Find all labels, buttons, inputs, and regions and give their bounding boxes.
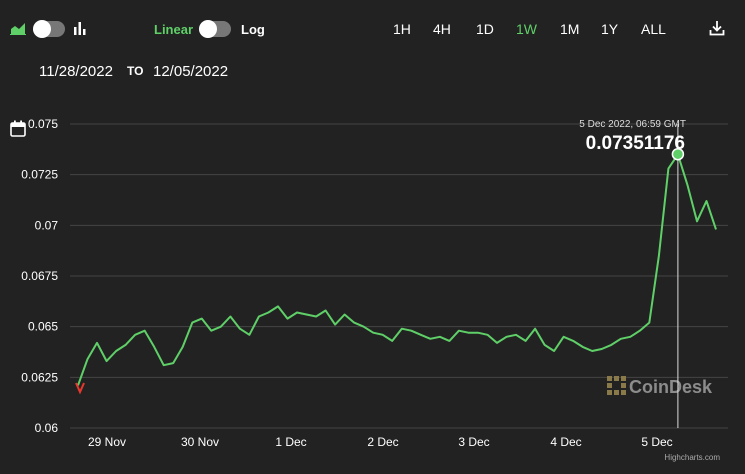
x-tick-label: 4 Dec <box>550 435 581 449</box>
tooltip-timestamp: 5 Dec 2022, 06:59 GMT <box>579 119 686 130</box>
download-icon[interactable] <box>709 20 725 36</box>
range-1h-button[interactable]: 1H <box>393 21 411 37</box>
x-tick-label: 29 Nov <box>88 435 126 449</box>
y-tick-label: 0.0725 <box>21 168 58 182</box>
y-axis: 0.075 0.0725 0.07 0.0675 0.065 0.0625 0.06 <box>21 117 58 435</box>
x-tick-label: 1 Dec <box>275 435 306 449</box>
range-all-button[interactable]: ALL <box>641 21 666 37</box>
scale-linear-label[interactable]: Linear <box>154 22 194 37</box>
coindesk-logo-icon <box>607 376 626 395</box>
credit-text: Highcharts.com <box>664 453 720 462</box>
range-1m-button[interactable]: 1M <box>560 21 580 37</box>
price-points <box>78 154 716 385</box>
range-4h-button[interactable]: 4H <box>433 21 451 37</box>
y-tick-label: 0.0625 <box>21 370 58 384</box>
coindesk-watermark: CoinDesk <box>607 376 713 397</box>
date-range-row <box>0 58 745 137</box>
x-axis: 29 Nov 30 Nov 1 Dec 2 Dec 3 Dec 4 Dec 5 Dec <box>88 435 673 449</box>
x-tick-label: 3 Dec <box>458 435 489 449</box>
range-1w-button[interactable]: 1W <box>516 21 537 37</box>
tooltip-value: 0.07351176 <box>586 133 685 154</box>
y-tick-label: 0.06 <box>35 421 59 435</box>
highlight-marker <box>671 147 685 161</box>
y-tick-label: 0.065 <box>28 320 58 334</box>
x-tick-label: 2 Dec <box>367 435 398 449</box>
start-marker-icon <box>75 382 85 395</box>
y-tick-label: 0.075 <box>28 117 58 131</box>
range-1y-button[interactable]: 1Y <box>601 21 619 37</box>
date-to-input[interactable]: 12/05/2022 <box>153 63 229 80</box>
date-to-label: TO <box>127 64 144 78</box>
scale-log-label[interactable]: Log <box>241 22 265 37</box>
watermark-text: CoinDesk <box>629 377 713 397</box>
chart-type-toggle[interactable] <box>33 20 65 38</box>
y-tick-label: 0.07 <box>35 218 59 232</box>
scale-toggle[interactable] <box>199 20 231 38</box>
date-from-input[interactable]: 11/28/2022 <box>39 63 113 80</box>
chart-toolbar: Linear Log 1H 4H 1D 1W 1M 1Y ALL <box>0 0 745 58</box>
price-line <box>77 153 717 386</box>
x-tick-label: 5 Dec <box>641 435 672 449</box>
range-1d-button[interactable]: 1D <box>476 21 494 37</box>
x-tick-label: 30 Nov <box>181 435 219 449</box>
calendar-icon[interactable] <box>10 120 26 137</box>
bar-chart-icon[interactable] <box>73 21 87 35</box>
area-chart-icon[interactable] <box>10 21 26 35</box>
y-tick-label: 0.0675 <box>21 269 58 283</box>
